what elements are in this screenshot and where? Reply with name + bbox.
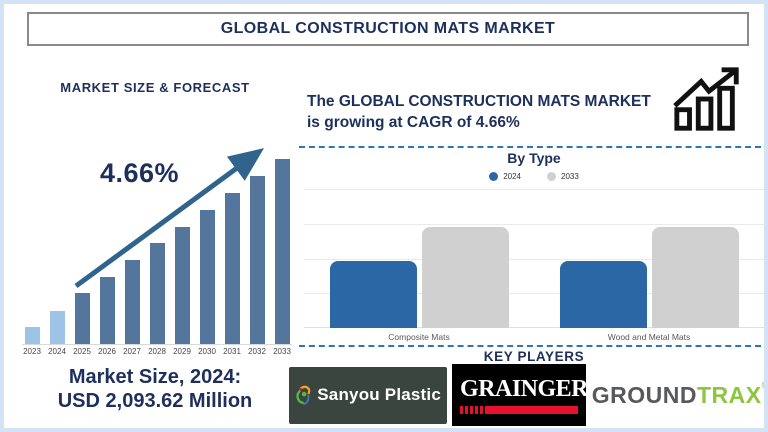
category-label: Composite Mats [388, 332, 450, 342]
market-size-line2: USD 2,093.62 Million [57, 389, 253, 412]
year-label: 2024 [48, 347, 66, 356]
forecast-bar-2030 [197, 134, 217, 344]
cagr-value-label: 4.66% [100, 158, 180, 188]
market-size-caption: Market Size, 2024: USD 2,093.62 Million [14, 366, 296, 413]
x-axis-line [304, 327, 764, 328]
year-label: 2028 [148, 347, 166, 356]
year-label: 2032 [248, 347, 266, 356]
right-panel: The GLOBAL CONSTRUCTION MATS MARKET is g… [289, 66, 764, 426]
year-label: 2031 [223, 347, 241, 356]
sanyou-plastic-logo: Sanyou Plastic [289, 366, 447, 424]
forecast-bar-2033 [272, 134, 292, 344]
forecast-year-labels: 2023 2024 2025 2026 2027 2028 2029 2030 2031 2032… [22, 347, 292, 356]
page-title-box: GLOBAL CONSTRUCTION MATS MARKET [27, 12, 749, 46]
dashed-divider-top [299, 146, 761, 148]
forecast-bar-2024 [47, 134, 67, 344]
legend-label: 2024 [503, 172, 521, 181]
key-players-heading: KEY PLAYERS [483, 349, 585, 364]
forecast-bar-2023 [22, 134, 42, 344]
legend-label: 2033 [561, 172, 579, 181]
cagr-statement: The GLOBAL CONSTRUCTION MATS MARKET is g… [307, 93, 651, 131]
legend-item-2024[interactable]: 2024 [489, 172, 521, 181]
groundtrax-logo-text-ground: GROUND [591, 381, 697, 408]
forecast-bar-2031 [222, 134, 242, 344]
gridline [304, 293, 764, 295]
bar-group-1 [304, 189, 534, 328]
page-title: GLOBAL CONSTRUCTION MATS MARKET [220, 20, 556, 37]
forecast-bar-2025 [72, 134, 92, 344]
year-label: 2027 [123, 347, 141, 356]
sanyou-logo-icon [296, 385, 311, 406]
by-type-title: By Type [507, 150, 561, 166]
key-players-logos: Sanyou Plastic GRAINGER GROUND TRAX ® [289, 364, 768, 426]
market-size-forecast-panel: MARKET SIZE & FORECAST 2023 2024 2025 2026 2… [14, 64, 296, 426]
by-type-category-labels: Composite Mats Wood and Metal Mats [304, 332, 764, 342]
grainger-logo: GRAINGER [452, 364, 589, 426]
bar-2024 [559, 261, 647, 328]
year-label: 2029 [173, 347, 191, 356]
by-type-bar-chart [304, 189, 764, 328]
gridline [304, 189, 764, 190]
bar-2033 [651, 226, 739, 328]
year-label: 2026 [98, 347, 116, 356]
forecast-bar-chart: 2023 2024 2025 2026 2027 2028 2029 2030 2031 2032… [14, 134, 296, 356]
grainger-red-bar [460, 406, 578, 414]
growth-chart-icon [673, 67, 739, 131]
year-label: 2030 [198, 347, 216, 356]
dashed-divider-bottom [299, 345, 761, 347]
forecast-bar-2032 [247, 134, 267, 344]
bar-2024 [329, 261, 417, 328]
sanyou-logo-text: Sanyou Plastic [317, 385, 441, 404]
legend-dot [547, 172, 556, 181]
by-type-bar-groups [304, 189, 764, 328]
legend-dot [489, 172, 499, 181]
forecast-bar-2026 [97, 134, 117, 344]
year-label: 2025 [73, 347, 91, 356]
year-label: 2033 [273, 347, 291, 356]
gridline [304, 223, 764, 225]
market-size-line1: Market Size, 2024: [68, 366, 242, 388]
groundtrax-logo-text-trax: TRAX [696, 381, 762, 408]
by-type-legend: 2024 2033 [299, 172, 764, 181]
gridline [304, 258, 764, 260]
year-label: 2023 [23, 347, 41, 356]
left-panel-heading: MARKET SIZE & FORECAST [60, 80, 250, 95]
bar-2033 [421, 226, 509, 328]
bar-group-2 [534, 189, 764, 328]
groundtrax-logo: GROUND TRAX ® [591, 379, 768, 409]
legend-item-2033[interactable]: 2033 [547, 172, 579, 181]
category-label: Wood and Metal Mats [607, 332, 691, 342]
grainger-logo-text: GRAINGER [460, 376, 589, 402]
registered-trademark-symbol: ® [761, 379, 768, 390]
